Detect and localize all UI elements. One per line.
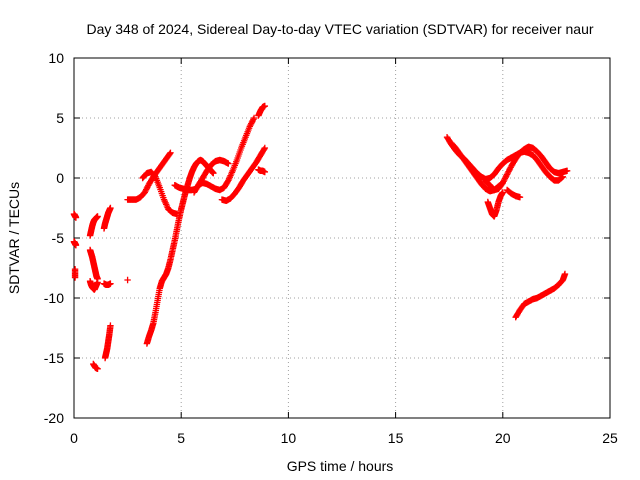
y-tick-label: 5: [56, 110, 64, 126]
data-point: [516, 194, 524, 201]
data-point: [501, 176, 508, 184]
y-axis-label: SDTVAR / TECUs: [6, 182, 22, 294]
data-point: [561, 270, 569, 278]
data-point: [248, 120, 255, 127]
data-point: [107, 322, 114, 329]
data-point: [506, 165, 514, 172]
data-point: [500, 178, 507, 185]
y-tick-label: -10: [44, 290, 64, 306]
data-point: [505, 168, 512, 175]
data-point: [94, 365, 101, 372]
data-track: [512, 270, 569, 321]
data-point: [247, 121, 254, 129]
data-point: [506, 167, 513, 174]
data-point: [107, 204, 114, 212]
data-point: [94, 213, 101, 220]
y-tick-label: 10: [48, 50, 64, 66]
x-tick-label: 15: [388, 430, 404, 446]
x-tick-label: 5: [177, 430, 185, 446]
data-point: [124, 276, 131, 284]
data-point: [224, 178, 231, 185]
data-track: [482, 143, 571, 194]
grid-lines: [74, 58, 610, 418]
data-point: [501, 175, 509, 182]
data-track: [195, 114, 258, 194]
data-point: [248, 119, 256, 126]
data-point: [260, 146, 268, 153]
data-track: [255, 166, 269, 176]
data-point: [246, 123, 254, 130]
data-point: [107, 280, 114, 287]
data-point: [250, 116, 257, 123]
data-point: [210, 170, 217, 177]
data-track: [100, 280, 114, 288]
data-point: [143, 185, 151, 192]
data-point: [502, 174, 509, 181]
data-point: [142, 186, 150, 193]
data-point: [250, 114, 258, 122]
data-point: [261, 168, 269, 176]
data-track: [124, 276, 131, 284]
data-point: [499, 179, 506, 186]
x-tick-label: 0: [70, 430, 78, 446]
data-point: [71, 274, 79, 281]
data-point: [72, 242, 80, 249]
data-point: [499, 189, 506, 196]
data-track: [190, 156, 232, 196]
y-tick-label: -20: [44, 410, 64, 426]
data-track: [71, 266, 79, 281]
data-track: [101, 322, 114, 362]
data-point: [503, 171, 511, 178]
chart-title: Day 348 of 2024, Sidereal Day-to-day VTE…: [86, 21, 593, 37]
data-track: [218, 144, 269, 204]
data-points: [70, 102, 571, 372]
y-tick-label: -15: [44, 350, 64, 366]
data-point: [261, 144, 269, 152]
data-track: [143, 156, 217, 347]
x-axis-label: GPS time / hours: [287, 458, 394, 474]
data-track: [484, 189, 506, 220]
data-point: [142, 187, 149, 195]
data-track: [70, 210, 80, 221]
data-track: [100, 204, 114, 232]
data-point: [503, 172, 510, 179]
data-point: [249, 117, 256, 124]
data-track: [124, 149, 174, 203]
data-point: [563, 167, 571, 174]
data-point: [72, 214, 80, 221]
data-track: [70, 238, 80, 249]
data-track: [90, 360, 101, 372]
x-tick-label: 20: [495, 430, 511, 446]
x-tick-label: 10: [281, 430, 297, 446]
data-track: [86, 213, 101, 239]
data-point: [225, 160, 232, 167]
data-point: [261, 102, 269, 110]
data-track: [255, 102, 269, 119]
x-tick-label: 25: [602, 430, 618, 446]
data-track: [503, 186, 524, 201]
data-track: [86, 246, 101, 282]
data-point: [504, 169, 512, 177]
y-tick-label: 0: [56, 170, 64, 186]
data-point: [166, 150, 173, 157]
data-point: [94, 279, 101, 286]
data-point: [167, 149, 174, 156]
data-point: [141, 189, 148, 196]
data-track: [86, 278, 101, 293]
y-tick-label: -5: [52, 230, 65, 246]
axis-ticks: 0 5 10 15 20 25 -20 -15 -10 -5 0 5 10: [44, 50, 618, 446]
data-point: [144, 183, 151, 190]
